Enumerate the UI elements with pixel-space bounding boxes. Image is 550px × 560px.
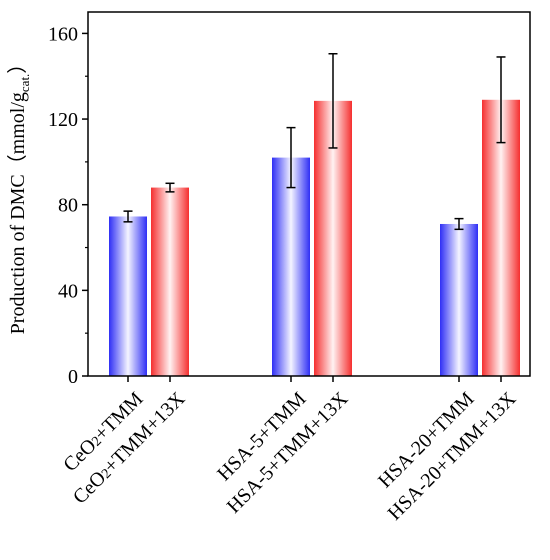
y-tick-label: 80 [58,195,78,217]
y-tick-label: 120 [48,109,78,131]
y-tick-label: 160 [48,23,78,45]
y-axis: 0 40 80 120 160 [48,23,88,388]
y-tick-label: 40 [58,280,78,302]
bar-tmm-13x [151,187,189,376]
y-axis-label-end: ） [6,54,29,74]
y-axis-label-sub: cat. [17,74,32,92]
bar-tmm [272,157,310,376]
y-axis-label: Production of DMC（mmol/gcat.） [6,54,32,335]
bars-layer [109,99,520,376]
y-tick-label: 0 [68,366,78,388]
bar-tmm-13x [482,99,520,376]
bar-tmm [109,216,147,376]
errorbar-layer [123,53,506,231]
y-axis-label-main: Production of DMC（mmol/g [6,92,29,334]
bar-tmm [440,223,478,376]
plot-frame [87,11,531,377]
